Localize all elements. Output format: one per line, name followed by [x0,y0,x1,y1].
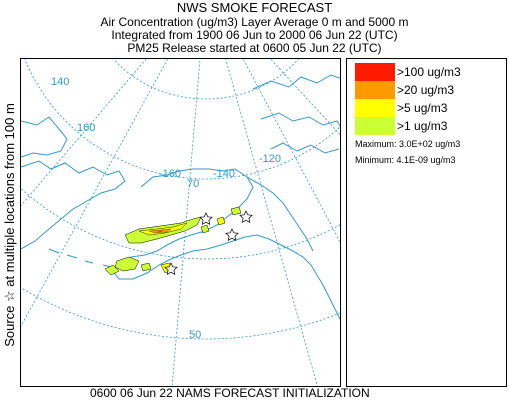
grid-label: 50 [189,329,201,341]
legend-label: >100 ug/m3 [397,65,461,79]
grid-label: 140 [51,76,69,88]
maximum-value: Maximum: 3.0E+02 ug/m3 [355,139,461,149]
smoke-contours [104,206,242,276]
legend-label: >5 ug/m3 [397,101,448,115]
source-star-icon [225,228,239,241]
legend-label: >1 ug/m3 [397,119,448,133]
grid-label: -140 [213,168,235,180]
legend-swatch [355,99,395,117]
integration-period: Integrated from 1900 06 Jun to 2000 06 J… [111,28,398,42]
forecast-map: 140 160 -160 70 -140 -120 50 [20,58,341,387]
meridian-lines [21,59,340,386]
map-svg: 140 160 -160 70 -140 -120 50 [21,59,340,386]
forecast-initialization: 0600 06 Jun 22 NAMS FORECAST INITIALIZAT… [90,386,370,400]
legend-swatch [355,117,395,135]
legend-label: >20 ug/m3 [397,83,455,97]
source-label-container: Source ☆ at multiple locations from 100 … [0,60,20,390]
coastlines [21,74,340,321]
release-info: PM25 Release started at 0600 05 Jun 22 (… [127,41,382,55]
source-label: Source ☆ at multiple locations from 100 … [2,103,17,347]
source-star-icon [164,262,178,275]
source-star-icon [239,210,253,223]
concentration-description: Air Concentration (ug/m3) Layer Average … [100,15,409,29]
source-markers [164,210,253,275]
legend-swatch [355,81,395,99]
minimum-value: Minimum: 4.1E-09 ug/m3 [355,155,456,165]
legend: >100 ug/m3 >20 ug/m3 >5 ug/m3 >1 ug/m3 M… [346,58,507,387]
latitude-lines [21,59,340,340]
grid-label: -120 [259,153,281,165]
grid-label: 70 [187,178,199,190]
chart-title: NWS SMOKE FORECAST [176,0,333,15]
grid-label: 160 [77,122,95,134]
source-star-icon [199,212,213,225]
legend-swatch [355,63,395,81]
grid-labels: 140 160 -160 70 -140 -120 50 [51,76,281,341]
